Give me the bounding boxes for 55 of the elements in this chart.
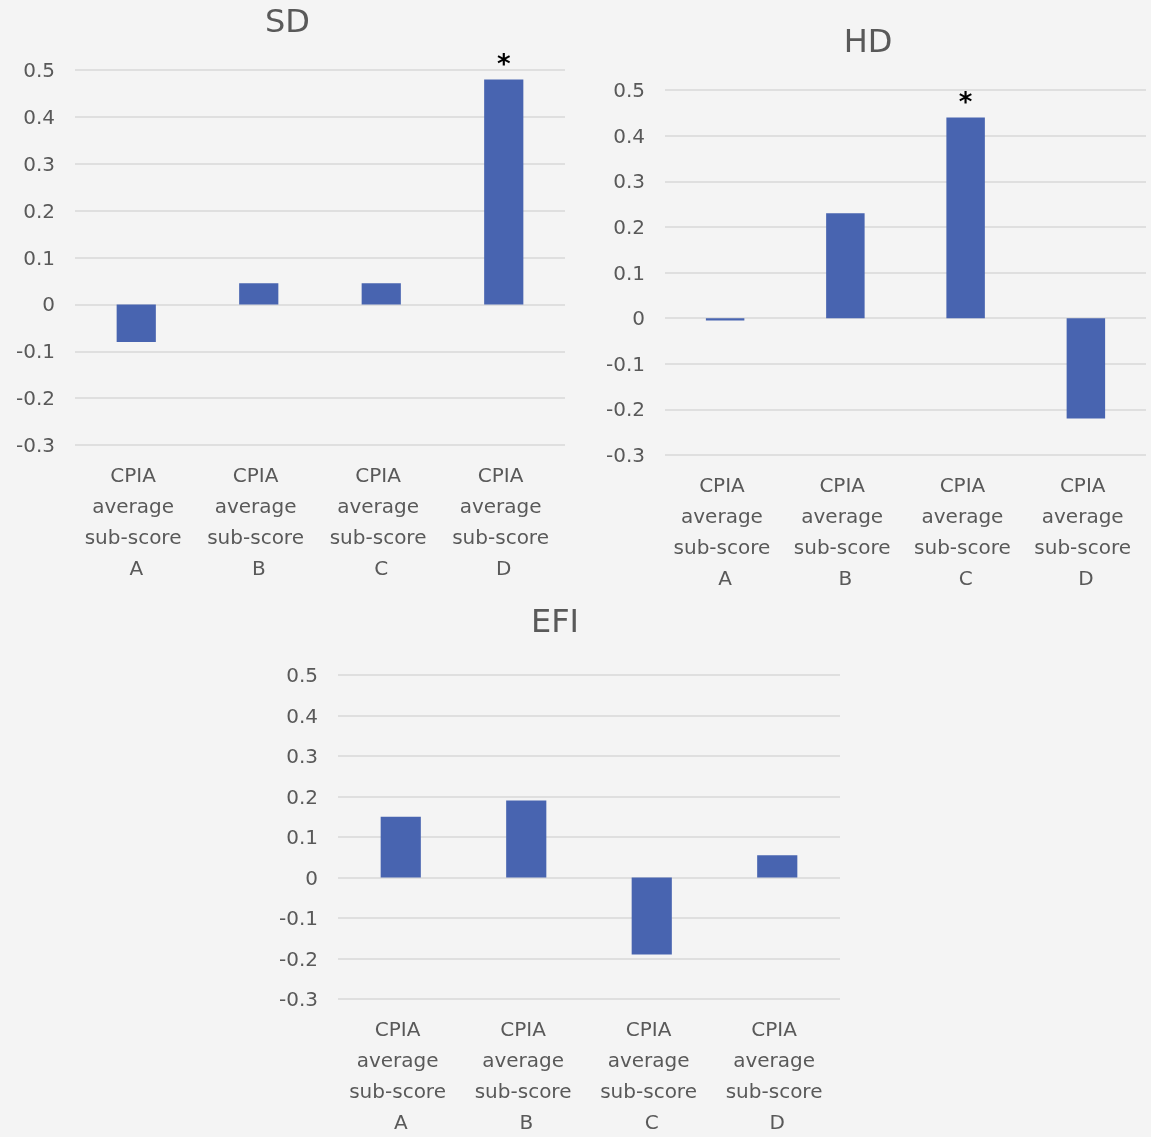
annotation: * bbox=[958, 87, 973, 118]
y-tick-label: 0.2 bbox=[23, 198, 55, 223]
y-tick-label: 0.2 bbox=[613, 214, 645, 239]
x-tick-label: CPIA average sub-score C bbox=[600, 1016, 704, 1134]
bar bbox=[361, 283, 401, 305]
y-tick-label: 0.4 bbox=[23, 104, 55, 129]
y-tick-label: -0.1 bbox=[15, 339, 55, 364]
y-tick-label: -0.1 bbox=[605, 351, 645, 376]
bar bbox=[506, 800, 547, 878]
chart-title: HD bbox=[843, 22, 893, 60]
y-tick-label: -0.2 bbox=[278, 946, 318, 971]
bar bbox=[826, 213, 865, 319]
x-tick-label: CPIA average sub-score B bbox=[474, 1016, 578, 1134]
bar bbox=[631, 877, 672, 955]
y-tick-label: 0.5 bbox=[23, 58, 55, 82]
x-tick-label: CPIA average sub-score A bbox=[349, 1016, 453, 1134]
x-tick-label: CPIA average sub-score C bbox=[329, 462, 433, 580]
x-tick-label: CPIA average sub-score A bbox=[84, 462, 188, 580]
bar bbox=[380, 816, 421, 878]
y-tick-label: 0 bbox=[42, 292, 55, 317]
bar bbox=[946, 117, 985, 319]
x-tick-label: CPIA average sub-score A bbox=[673, 472, 777, 590]
chart-title: EFI bbox=[530, 602, 580, 640]
bar bbox=[484, 79, 524, 305]
y-tick-label: 0 bbox=[632, 306, 645, 331]
x-tick-label: CPIA average sub-score D bbox=[1034, 472, 1138, 590]
x-tick-label: CPIA average sub-score B bbox=[793, 472, 897, 590]
y-tick-label: -0.1 bbox=[278, 906, 318, 930]
y-tick-label: -0.3 bbox=[605, 443, 645, 467]
x-tick-label: CPIA average sub-score D bbox=[452, 462, 556, 580]
y-tick-label: 0.1 bbox=[286, 825, 318, 849]
y-tick-label: 0.1 bbox=[23, 245, 55, 270]
y-tick-label: 0.3 bbox=[23, 151, 55, 176]
y-tick-label: 0.4 bbox=[613, 123, 645, 148]
x-tick-label: CPIA average sub-score D bbox=[725, 1016, 829, 1134]
y-tick-label: 0.2 bbox=[286, 784, 318, 809]
x-tick-label: CPIA average sub-score C bbox=[914, 472, 1018, 590]
y-tick-label: -0.3 bbox=[15, 433, 55, 457]
bar bbox=[1066, 318, 1106, 419]
annotation: * bbox=[496, 49, 511, 80]
y-tick-label: 0.3 bbox=[286, 744, 318, 768]
y-tick-label: -0.2 bbox=[15, 386, 55, 411]
x-tick-label: CPIA average sub-score B bbox=[207, 462, 311, 580]
y-tick-label: 0 bbox=[305, 865, 318, 890]
y-tick-label: 0.5 bbox=[613, 78, 645, 102]
y-tick-label: 0.4 bbox=[286, 703, 318, 728]
y-tick-label: 0.1 bbox=[613, 260, 645, 285]
bar bbox=[116, 304, 156, 342]
bar bbox=[757, 855, 798, 878]
bar bbox=[239, 283, 279, 305]
y-tick-label: 0.5 bbox=[286, 663, 318, 687]
y-tick-label: -0.2 bbox=[605, 397, 645, 422]
y-tick-label: 0.3 bbox=[613, 169, 645, 194]
chart-title: SD bbox=[265, 2, 310, 40]
y-tick-label: -0.3 bbox=[278, 987, 318, 1011]
